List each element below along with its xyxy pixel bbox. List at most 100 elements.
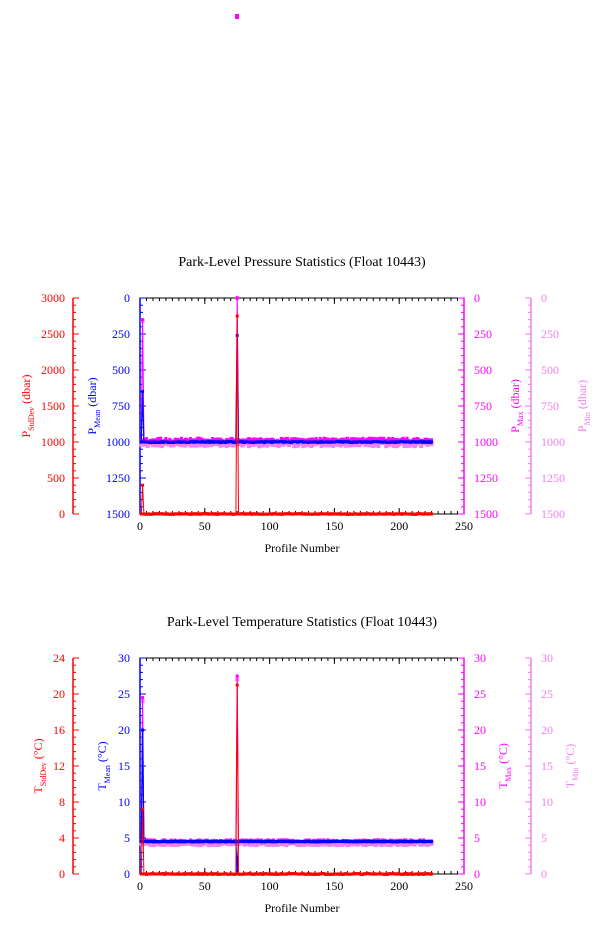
point-PMax	[382, 436, 386, 440]
point-PMax	[216, 437, 220, 441]
series-line-PMin	[140, 297, 432, 448]
temperature-mean-label: TMean (°C)	[95, 741, 112, 790]
point-PMin	[246, 444, 251, 449]
point-PStdDev	[234, 512, 238, 516]
pressure-chart-title: Park-Level Pressure Statistics (Float 10…	[178, 255, 426, 270]
pressure-mean-label: PMean (dbar)	[85, 377, 102, 434]
point-TStdDev	[234, 872, 238, 876]
y-tick-label: 10	[474, 795, 486, 809]
temperature-x-label: Profile Number	[265, 901, 340, 915]
label-sub: Min	[583, 412, 592, 425]
y-tick-label: 0	[541, 291, 547, 305]
point-TStdDev	[235, 683, 239, 687]
point-PStdDev	[235, 314, 239, 318]
y-tick-label: 2500	[41, 327, 65, 341]
label-main: P	[19, 431, 33, 438]
point-TMin	[355, 842, 360, 847]
y-tick-label: 250	[112, 327, 130, 341]
y-tick-label: 16	[53, 723, 65, 737]
label-main: P	[85, 428, 99, 435]
label-unit: (°C)	[563, 744, 577, 768]
pressure-stddev-axis: 3000 2500 2000 1500 1000 500 0	[41, 291, 79, 521]
point-PMin	[363, 442, 368, 447]
y-tick-label: 12	[53, 759, 65, 773]
point-PMin	[188, 443, 193, 448]
point-PMin	[257, 444, 262, 449]
label-unit: (dbar)	[85, 377, 99, 409]
y-tick-label: 1000	[106, 435, 130, 449]
temperature-max-axis: 30 25 20 15 10 5 0	[458, 651, 486, 881]
point-PMax	[230, 436, 234, 440]
point-TMin	[429, 841, 434, 846]
y-tick-label: 0	[474, 291, 480, 305]
y-tick-label: 1000	[41, 435, 65, 449]
point-PMin	[145, 443, 150, 448]
point-PMin	[402, 444, 407, 449]
y-tick-label: 3000	[41, 291, 65, 305]
point-TMean	[235, 868, 239, 872]
point-TMin	[363, 843, 368, 848]
y-tick-label: 20	[541, 723, 553, 737]
label-main: P	[508, 426, 522, 433]
y-tick-label: 0	[59, 867, 65, 881]
pressure-max-axis: 0 250 500 750 1000 1250 1500	[458, 291, 498, 521]
y-tick-label: 250	[541, 327, 559, 341]
point-TStdDev	[139, 872, 143, 876]
y-tick-label: 0	[541, 867, 547, 881]
point-TMin	[148, 842, 153, 847]
point-PMax	[345, 436, 349, 440]
point-PMin	[262, 442, 267, 447]
label-sub: StdDev	[39, 762, 48, 786]
y-tick-label: 750	[474, 399, 492, 413]
point-PMin	[224, 444, 229, 448]
x-tick-label: 0	[137, 879, 143, 893]
y-tick-label: 1000	[474, 435, 498, 449]
point-PMean	[430, 440, 434, 444]
point-PMax	[405, 436, 409, 440]
y-tick-label: 5	[474, 831, 480, 845]
y-tick-label: 10	[118, 795, 130, 809]
y-tick-label: 2000	[41, 363, 65, 377]
point-TStdDev	[141, 807, 145, 811]
point-PMin	[255, 442, 260, 446]
y-tick-label: 250	[474, 327, 492, 341]
y-tick-label: 500	[112, 363, 130, 377]
point-TStdDev	[430, 872, 434, 876]
y-tick-label: 25	[541, 687, 553, 701]
label-unit: (dbar)	[575, 380, 589, 412]
point-TMean	[141, 728, 145, 732]
temperature-series-layer	[139, 674, 434, 876]
point-PMax	[343, 437, 347, 441]
point-TMin	[196, 843, 201, 848]
label-main: T	[563, 780, 577, 788]
point-PMax	[260, 437, 264, 441]
point-PMin	[397, 442, 402, 447]
point-PMin	[386, 443, 391, 448]
point-PMax	[286, 437, 290, 440]
pressure-series-layer	[139, 296, 434, 516]
label-main: T	[95, 783, 109, 791]
point-TMin	[389, 842, 394, 847]
y-tick-label: 0	[474, 867, 480, 881]
point-PMax	[349, 437, 353, 441]
point-TMean	[139, 840, 143, 844]
x-tick-label: 250	[455, 879, 473, 893]
temperature-x-axis: 0 50 100 150 200 250	[137, 658, 473, 893]
point-PMax	[401, 436, 405, 440]
series-line-PMax	[140, 297, 432, 443]
label-sub: StdDev	[27, 407, 36, 431]
pressure-x-axis: 0 50 100 150 200 250	[137, 298, 473, 533]
temperature-stddev-label: TStdDev (°C)	[31, 738, 48, 793]
x-tick-label: 50	[199, 519, 211, 533]
point-PMax	[164, 437, 168, 440]
temperature-chart: Park-Level Temperature Statistics (Float…	[31, 615, 580, 915]
point-PMax	[156, 437, 160, 440]
y-tick-label: 5	[541, 831, 547, 845]
point-PMax	[314, 437, 318, 441]
x-tick-label: 100	[261, 519, 279, 533]
point-TMin	[419, 842, 424, 847]
point-PMin	[169, 443, 174, 448]
y-tick-label: 0	[124, 291, 130, 305]
point-PMax	[294, 437, 297, 441]
point-PMax	[430, 438, 434, 442]
